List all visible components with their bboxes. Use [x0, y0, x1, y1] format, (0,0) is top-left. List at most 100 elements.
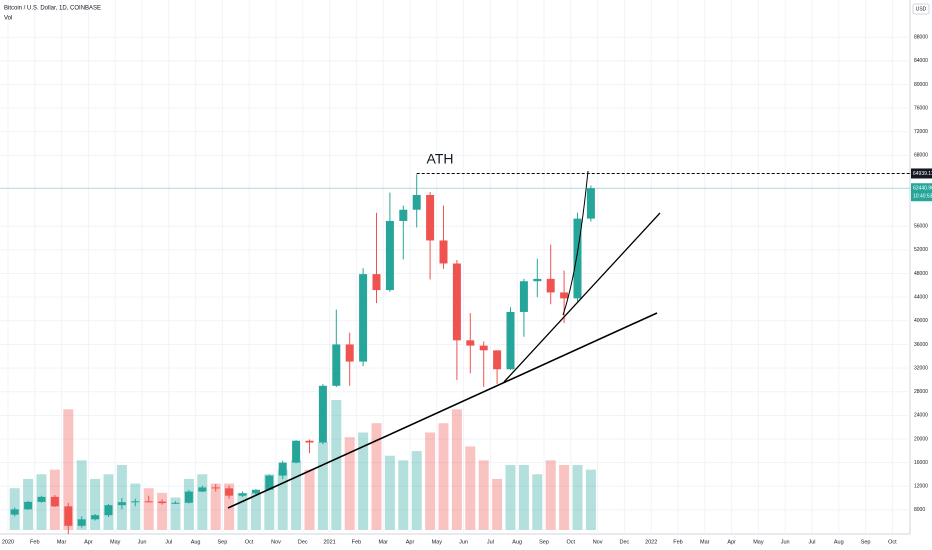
- candle-body: [573, 218, 582, 299]
- x-tick-label: Nov: [593, 539, 603, 545]
- x-tick-label: 2020: [2, 539, 14, 545]
- parabolic-curve: [562, 170, 589, 316]
- y-tick-label: 80000: [914, 82, 928, 88]
- x-tick-label: 2021: [323, 539, 335, 545]
- y-tick-label: 68000: [914, 153, 928, 159]
- candle-body: [225, 488, 234, 496]
- candle-body: [24, 501, 33, 510]
- volume-bar: [210, 483, 221, 530]
- candle-body: [64, 506, 73, 526]
- x-tick-label: May: [110, 539, 121, 545]
- volume-bar: [143, 488, 154, 530]
- volume-legend: Vol: [4, 16, 12, 22]
- candles: [10, 174, 595, 535]
- volume-bar: [116, 465, 127, 530]
- candle-body: [546, 278, 555, 293]
- x-tick-label: Dec: [620, 539, 630, 545]
- candle-body: [278, 462, 287, 476]
- volume-bar: [331, 400, 342, 530]
- y-tick-label: 40000: [914, 318, 928, 324]
- ath-price-label: 64939.11: [913, 171, 932, 177]
- trend-line: [503, 212, 661, 383]
- x-tick-label: Mar: [700, 539, 710, 545]
- candle-body: [50, 496, 59, 507]
- candle-body: [37, 496, 46, 502]
- y-tick-label: 12000: [914, 484, 928, 490]
- ath-price-box: [911, 168, 932, 179]
- volume-bar: [585, 469, 596, 530]
- candle-body: [91, 515, 100, 520]
- volume-bar: [371, 423, 382, 530]
- candle-body: [399, 209, 408, 221]
- trend-line: [227, 312, 658, 509]
- volume-bar: [103, 474, 114, 530]
- y-tick-label: 72000: [914, 129, 928, 135]
- y-tick-label: 84000: [914, 58, 928, 64]
- countdown-label: 10:40:53: [913, 194, 932, 200]
- volume-bar: [237, 492, 248, 530]
- volume-bar: [532, 474, 543, 530]
- volume-bar: [76, 460, 87, 530]
- x-tick-label: Sep: [539, 539, 549, 545]
- candle-body: [479, 345, 488, 351]
- candle-body: [426, 194, 435, 241]
- volume-bar: [304, 469, 315, 530]
- x-tick-label: Jul: [808, 539, 815, 545]
- candle-body: [265, 475, 274, 490]
- volume-bar: [183, 478, 194, 530]
- y-tick-label: 48000: [914, 271, 928, 277]
- y-tick-label: 76000: [914, 105, 928, 111]
- x-tick-label: Feb: [30, 539, 39, 545]
- candle-body: [586, 188, 595, 219]
- volume-bar: [170, 497, 181, 530]
- candle-body: [292, 440, 301, 463]
- x-tick-label: Aug: [512, 539, 522, 545]
- x-tick-label: 2022: [645, 539, 657, 545]
- candle-body: [131, 501, 140, 503]
- candle-body: [238, 493, 247, 496]
- x-tick-label: Jul: [487, 539, 494, 545]
- ath-annotation: ATH: [427, 151, 454, 167]
- x-tick-label: Oct: [567, 539, 576, 545]
- x-tick-label: Apr: [84, 539, 93, 545]
- x-tick-label: Dec: [298, 539, 308, 545]
- volume-bar: [451, 409, 462, 530]
- x-tick-label: Feb: [352, 539, 361, 545]
- x-tick-label: May: [432, 539, 443, 545]
- candle-body: [251, 489, 260, 494]
- volume-bar: [264, 474, 275, 530]
- y-tick-label: 52000: [914, 247, 928, 253]
- candle-body: [104, 505, 113, 516]
- volume-bar: [250, 492, 261, 530]
- x-tick-label: Jun: [138, 539, 147, 545]
- candle-body: [439, 240, 448, 264]
- candle-body: [158, 501, 167, 504]
- candle-body: [305, 440, 314, 443]
- volume-bar: [157, 492, 168, 530]
- volume-bar: [358, 432, 369, 530]
- y-tick-label: 44000: [914, 295, 928, 301]
- currency-box: [912, 3, 930, 15]
- volume-bar: [505, 465, 516, 530]
- volume-bar: [344, 437, 355, 530]
- candle-body: [519, 281, 528, 312]
- x-tick-label: Jun: [459, 539, 468, 545]
- candle-body: [359, 274, 368, 362]
- volume-bar: [277, 469, 288, 530]
- x-tick-label: Sep: [861, 539, 871, 545]
- candle-body: [385, 220, 394, 291]
- x-tick-label: Sep: [218, 539, 228, 545]
- volume-bar: [492, 478, 503, 530]
- volume-bar: [572, 465, 583, 530]
- candle-body: [466, 340, 475, 346]
- x-tick-label: Nov: [271, 539, 281, 545]
- candle-body: [184, 491, 193, 503]
- candle-body: [198, 487, 207, 492]
- candle-body: [533, 278, 542, 282]
- y-tick-label: 88000: [914, 35, 928, 41]
- volume-bar: [63, 409, 74, 530]
- legend-title: Bitcoin / U.S. Dollar, 1D, COINBASE: [4, 6, 101, 12]
- y-tick-label: 20000: [914, 436, 928, 442]
- candle-body: [412, 194, 421, 210]
- candle-body: [171, 502, 180, 504]
